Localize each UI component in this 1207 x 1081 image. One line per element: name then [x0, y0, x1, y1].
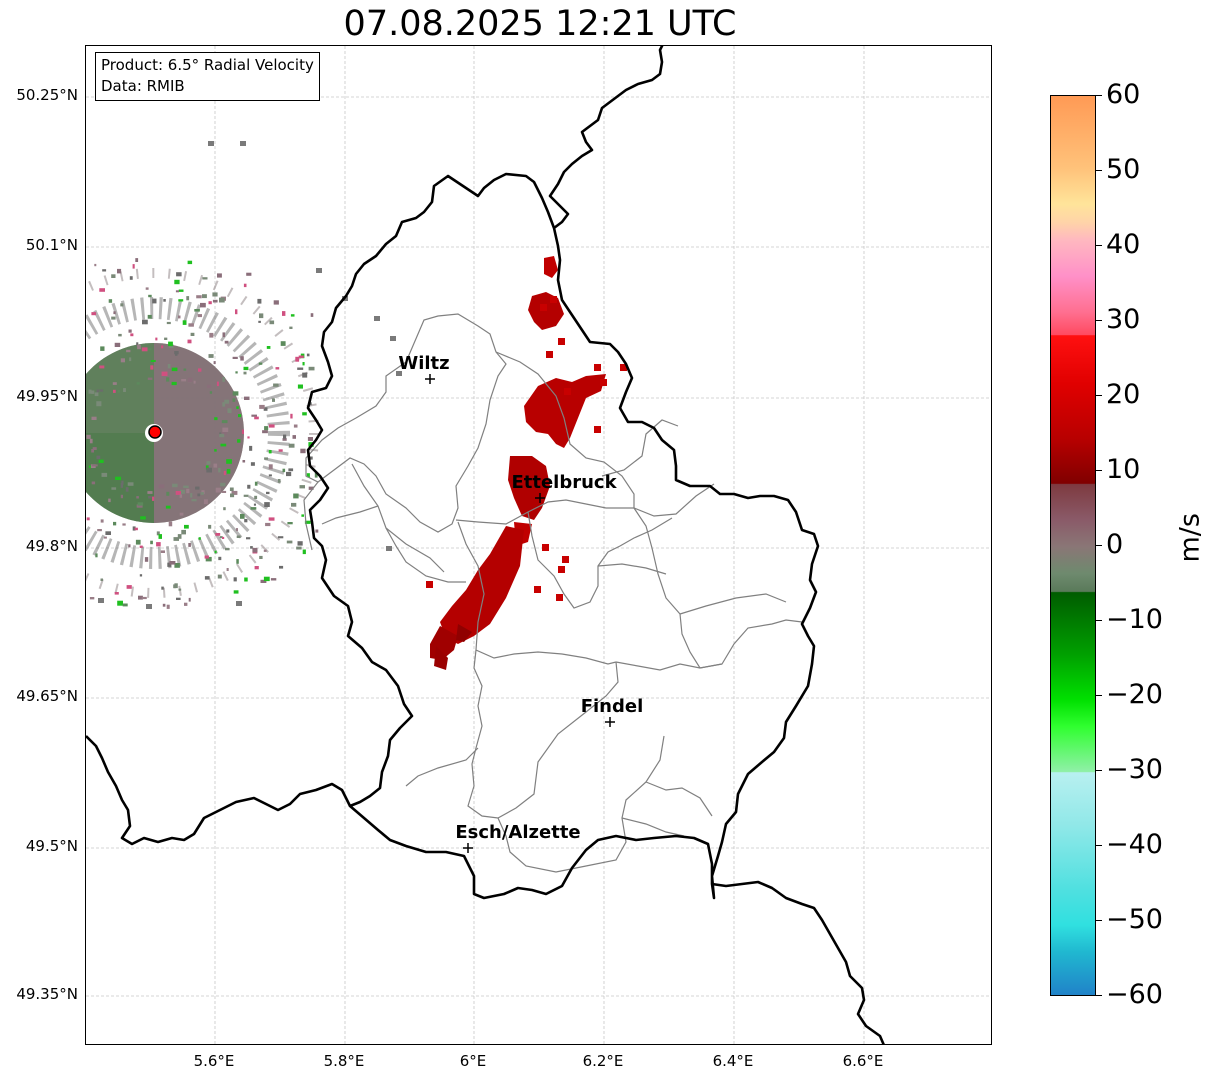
- radar-echo-outbound-scatter: [426, 296, 627, 601]
- lat-tick: 50.25°N: [16, 86, 78, 104]
- lat-tick: 49.35°N: [16, 985, 78, 1003]
- colorbar-tick-label: 20: [1106, 379, 1141, 410]
- colorbar-tick-mark: [1096, 770, 1102, 771]
- city-markers: [425, 374, 615, 853]
- product-info-box: Product: 6.5° Radial Velocity Data: RMIB: [95, 52, 320, 101]
- colorbar-tick-label: 60: [1106, 79, 1141, 110]
- radar-echo-outbound: [430, 256, 606, 670]
- colorbar-tick-mark: [1096, 920, 1102, 921]
- colorbar-unit-label: m/s: [1174, 513, 1206, 563]
- city-label-esch-alzette: Esch/Alzette: [455, 822, 580, 843]
- city-label-ettelbruck: Ettelbruck: [511, 472, 617, 493]
- city-labels: Wiltz Ettelbruck Findel Esch/Alzette: [398, 353, 643, 843]
- colorbar-tick-mark: [1096, 245, 1102, 246]
- colorbar-tick-label: −60: [1106, 979, 1163, 1010]
- lon-tick: 6.4°E: [712, 1052, 754, 1070]
- map-canvas: Wiltz Ettelbruck Findel Esch/Alzette: [86, 46, 991, 1044]
- lat-tick: 49.65°N: [16, 687, 78, 705]
- lon-tick: 6.2°E: [582, 1052, 624, 1070]
- colorbar-tick-label: −40: [1106, 829, 1163, 860]
- colorbar-tick-label: −20: [1106, 679, 1163, 710]
- country-borders: [86, 46, 885, 1044]
- colorbar-tick-mark: [1096, 845, 1102, 846]
- colorbar-tick-mark: [1096, 170, 1102, 171]
- lon-tick: 6°E: [459, 1052, 487, 1070]
- colorbar-tick-mark: [1096, 620, 1102, 621]
- colorbar-tick-mark: [1096, 95, 1102, 96]
- lon-tick: 5.6°E: [193, 1052, 235, 1070]
- lat-tick: 49.8°N: [25, 537, 78, 555]
- colorbar-tick-label: 10: [1106, 454, 1141, 485]
- map-title: 07.08.2025 12:21 UTC: [343, 4, 737, 44]
- lon-tick: 6.6°E: [842, 1052, 884, 1070]
- product-label: Product: 6.5° Radial Velocity: [101, 56, 314, 74]
- colorbar-tick-mark: [1096, 995, 1102, 996]
- lat-tick: 49.5°N: [25, 837, 78, 855]
- canton-boundaries: [303, 313, 803, 873]
- lon-tick: 5.8°E: [323, 1052, 365, 1070]
- colorbar-tick-mark: [1096, 545, 1102, 546]
- radar-map[interactable]: Wiltz Ettelbruck Findel Esch/Alzette: [85, 45, 992, 1045]
- colorbar-tick-label: 30: [1106, 304, 1141, 335]
- colorbar-tick-mark: [1096, 470, 1102, 471]
- city-label-wiltz: Wiltz: [398, 353, 449, 374]
- colorbar-tick-label: 50: [1106, 154, 1141, 185]
- radar-echo-inbound: [86, 268, 319, 598]
- data-source-label: Data: RMIB: [101, 77, 185, 95]
- colorbar-tick-mark: [1096, 695, 1102, 696]
- lat-tick: 49.95°N: [16, 387, 78, 405]
- colorbar-tick-label: −10: [1106, 604, 1163, 635]
- radar-site-marker[interactable]: [148, 425, 162, 439]
- colorbar-tick-label: −30: [1106, 754, 1163, 785]
- colorbar-tick-label: −50: [1106, 904, 1163, 935]
- colorbar-tick-mark: [1096, 320, 1102, 321]
- lat-tick: 50.1°N: [25, 236, 78, 254]
- colorbar-tick-mark: [1096, 395, 1102, 396]
- city-label-findel: Findel: [581, 696, 644, 717]
- colorbar-tick-label: 0: [1106, 529, 1124, 560]
- graticule: [86, 46, 991, 1044]
- colorbar-tick-label: 40: [1106, 229, 1141, 260]
- velocity-colorbar: [1050, 95, 1096, 996]
